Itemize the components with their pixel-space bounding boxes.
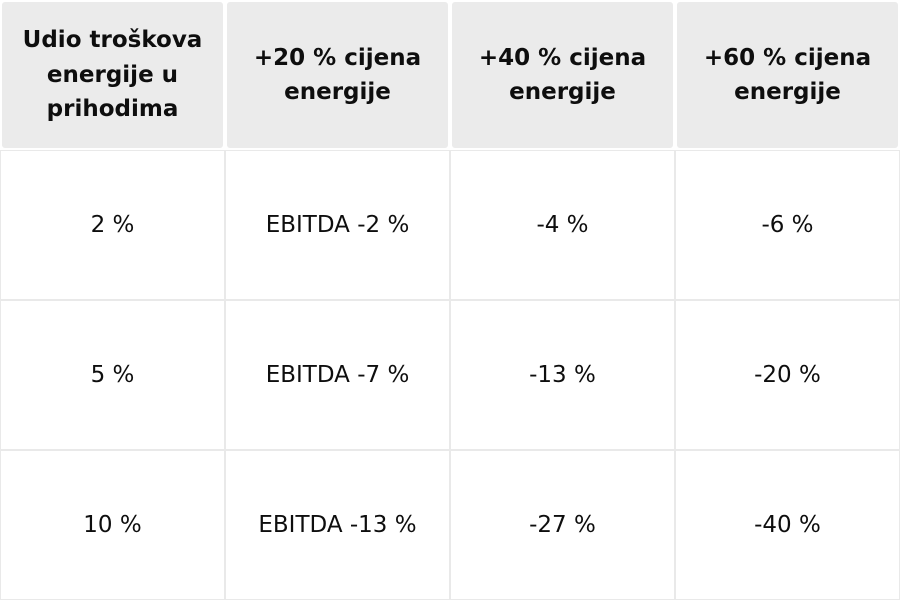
table-cell: 5 % bbox=[0, 300, 225, 450]
header-row: Udio troškova energije u prihodima +20 %… bbox=[0, 0, 900, 150]
table-cell: -20 % bbox=[675, 300, 900, 450]
table-cell: EBITDA -7 % bbox=[225, 300, 450, 450]
table-cell: -4 % bbox=[450, 150, 675, 300]
table-cell: 2 % bbox=[0, 150, 225, 300]
table-cell: -27 % bbox=[450, 450, 675, 600]
table-cell: -13 % bbox=[450, 300, 675, 450]
header-cell-plus60: +60 % cijena energije bbox=[675, 0, 900, 150]
table-cell: -6 % bbox=[675, 150, 900, 300]
header-cell-plus20: +20 % cijena energije bbox=[225, 0, 450, 150]
table-cell: -40 % bbox=[675, 450, 900, 600]
table-row: 10 % EBITDA -13 % -27 % -40 % bbox=[0, 450, 900, 600]
header-cell-udio-troskova: Udio troškova energije u prihodima bbox=[0, 0, 225, 150]
table-cell: EBITDA -13 % bbox=[225, 450, 450, 600]
table-row: 2 % EBITDA -2 % -4 % -6 % bbox=[0, 150, 900, 300]
table-cell: 10 % bbox=[0, 450, 225, 600]
header-cell-plus40: +40 % cijena energije bbox=[450, 0, 675, 150]
table-cell: EBITDA -2 % bbox=[225, 150, 450, 300]
table-row: 5 % EBITDA -7 % -13 % -20 % bbox=[0, 300, 900, 450]
